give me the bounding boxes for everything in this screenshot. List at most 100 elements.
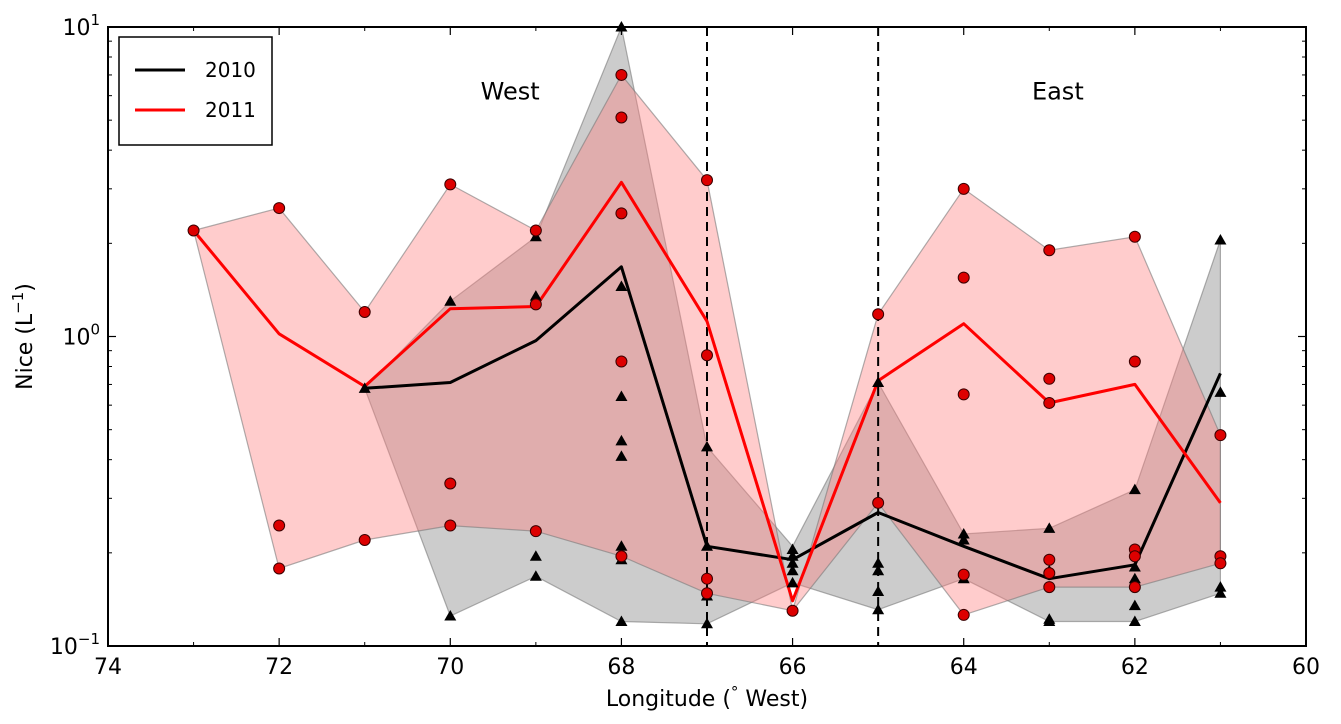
point-2011 [701, 349, 713, 362]
legend-label-2010: 2010 [205, 58, 256, 82]
point-2010 [872, 603, 885, 615]
point-2011 [615, 111, 628, 124]
point-2011 [1043, 396, 1056, 409]
point-2010 [529, 550, 542, 561]
point-2010 [615, 390, 628, 401]
y-tick-label: 101 [62, 11, 100, 41]
point-2011 [444, 477, 457, 490]
point-2011 [1128, 581, 1141, 594]
point-2011 [1214, 429, 1227, 442]
point-2010 [1214, 587, 1227, 598]
point-2010 [957, 528, 970, 539]
point-2010 [701, 540, 713, 551]
point-2011 [358, 534, 371, 547]
point-2010 [615, 280, 628, 292]
point-2010 [701, 617, 713, 629]
point-2010 [1214, 581, 1227, 592]
point-2011 [358, 305, 371, 318]
point-2010 [872, 564, 885, 576]
y-tick-label: 10−1 [50, 630, 100, 660]
axis-ticks: 74 72 70 68 66 64 62 60 10−1 100 101 [50, 11, 1320, 680]
point-2011 [615, 550, 628, 563]
data-points [187, 21, 1227, 629]
legend-label-2011: 2011 [205, 98, 256, 122]
point-2010 [529, 290, 542, 301]
point-2011 [615, 68, 628, 81]
point-2010 [786, 550, 799, 561]
point-2010 [444, 610, 457, 621]
point-2011 [957, 568, 970, 581]
x-tick-label: 72 [265, 655, 293, 680]
point-2011 [1128, 355, 1141, 368]
y-axis-label: Nice (L−1) [9, 283, 38, 390]
point-2010 [1043, 615, 1056, 626]
point-2010 [1128, 599, 1141, 611]
point-2011 [1128, 230, 1141, 243]
point-2011 [957, 608, 970, 621]
point-2011 [273, 519, 286, 532]
point-2011 [1128, 550, 1141, 563]
point-2011 [701, 587, 713, 600]
point-2011 [957, 182, 970, 195]
point-2010 [1214, 386, 1227, 397]
x-tick-label: 62 [1121, 655, 1149, 680]
point-2010 [872, 585, 885, 596]
x-axis-label: Longitude (° West) [606, 683, 808, 712]
point-2011 [444, 519, 457, 532]
point-2011 [1043, 372, 1056, 385]
point-2011 [273, 202, 286, 215]
point-2011 [615, 207, 628, 220]
point-2011 [786, 604, 799, 617]
x-tick-label: 74 [94, 655, 122, 680]
point-2010 [786, 543, 799, 555]
point-2011 [615, 355, 628, 368]
point-2010 [872, 376, 885, 388]
region-label-west: West [481, 77, 540, 105]
point-2010 [1214, 234, 1227, 245]
point-2010 [444, 295, 457, 306]
point-2011 [529, 525, 542, 538]
point-2011 [187, 224, 200, 237]
point-2011 [701, 572, 713, 585]
point-2010 [615, 434, 628, 446]
point-2010 [615, 615, 628, 626]
point-2011 [444, 178, 457, 191]
x-tick-label: 64 [950, 655, 978, 680]
x-tick-label: 66 [779, 655, 807, 680]
region-labels: West East [481, 77, 1084, 105]
x-tick-label: 68 [607, 655, 635, 680]
point-2011 [529, 298, 542, 311]
point-2011 [957, 271, 970, 284]
point-2011 [1043, 553, 1056, 566]
point-2010 [1043, 522, 1056, 533]
point-2010 [1128, 572, 1141, 584]
x-tick-label: 70 [436, 655, 464, 680]
region-label-east: East [1032, 77, 1084, 105]
point-2011 [529, 224, 542, 237]
point-2010 [1128, 615, 1141, 626]
point-2011 [1043, 567, 1056, 580]
x-tick-label: 60 [1292, 655, 1320, 680]
point-2011 [872, 308, 885, 321]
point-2010 [1128, 560, 1141, 572]
point-2011 [701, 174, 713, 187]
point-2010 [872, 557, 885, 568]
band-2010 [364, 24, 1222, 625]
point-2011 [1043, 244, 1056, 257]
point-2011 [872, 496, 885, 509]
point-2010 [701, 440, 713, 452]
legend: 2010 2011 [118, 36, 273, 146]
point-2010 [615, 540, 628, 551]
point-2010 [957, 534, 970, 545]
point-2010 [786, 564, 799, 576]
legend-box [118, 36, 273, 146]
point-2011 [273, 562, 286, 575]
point-2010 [529, 570, 542, 581]
point-2010 [786, 576, 799, 588]
point-2011 [957, 388, 970, 401]
point-2011 [1043, 581, 1056, 594]
point-2011 [1214, 557, 1227, 570]
y-tick-label: 100 [62, 321, 100, 351]
point-2010 [358, 382, 371, 393]
